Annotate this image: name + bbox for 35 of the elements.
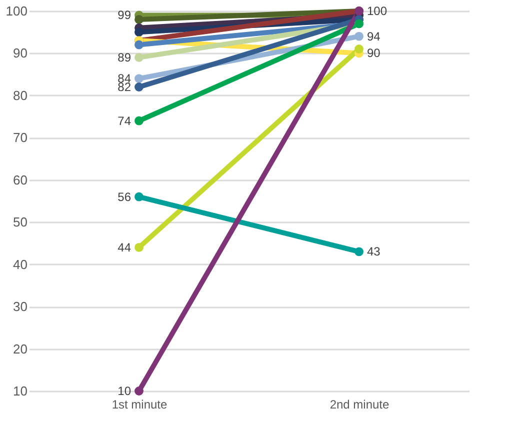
data-label: 43 bbox=[367, 244, 381, 259]
data-label: 100 bbox=[367, 4, 388, 18]
point bbox=[134, 116, 144, 126]
y-tick-label: 30 bbox=[13, 299, 28, 314]
point bbox=[354, 44, 364, 54]
point bbox=[134, 242, 144, 252]
data-label: 56 bbox=[118, 190, 132, 204]
data-label: 44 bbox=[118, 240, 132, 254]
x-tick-label: 2nd minute bbox=[330, 398, 390, 412]
point bbox=[134, 386, 144, 396]
point bbox=[354, 32, 364, 41]
point bbox=[134, 192, 144, 202]
y-tick-label: 90 bbox=[13, 46, 28, 61]
data-label: 89 bbox=[118, 50, 132, 64]
point bbox=[134, 52, 144, 62]
y-tick-label: 80 bbox=[13, 88, 28, 103]
point bbox=[134, 28, 144, 37]
y-tick-label: 40 bbox=[13, 256, 28, 272]
y-tick-label: 50 bbox=[13, 214, 28, 230]
data-label: 74 bbox=[118, 114, 132, 128]
data-label: 99 bbox=[118, 8, 132, 22]
point bbox=[134, 40, 144, 50]
y-tick-label: 60 bbox=[13, 172, 28, 188]
point bbox=[354, 247, 364, 256]
data-label: 94 bbox=[367, 29, 381, 44]
point bbox=[134, 74, 144, 84]
y-tick-label: 20 bbox=[13, 341, 28, 356]
x-tick-label: 1st minute bbox=[112, 398, 168, 412]
y-tick-label: 100 bbox=[6, 4, 28, 18]
data-label: 90 bbox=[367, 46, 381, 60]
y-tick-label: 10 bbox=[13, 384, 28, 398]
data-label: 10 bbox=[118, 384, 132, 398]
point bbox=[134, 14, 144, 24]
point bbox=[134, 82, 144, 92]
y-tick-label: 70 bbox=[13, 130, 28, 146]
